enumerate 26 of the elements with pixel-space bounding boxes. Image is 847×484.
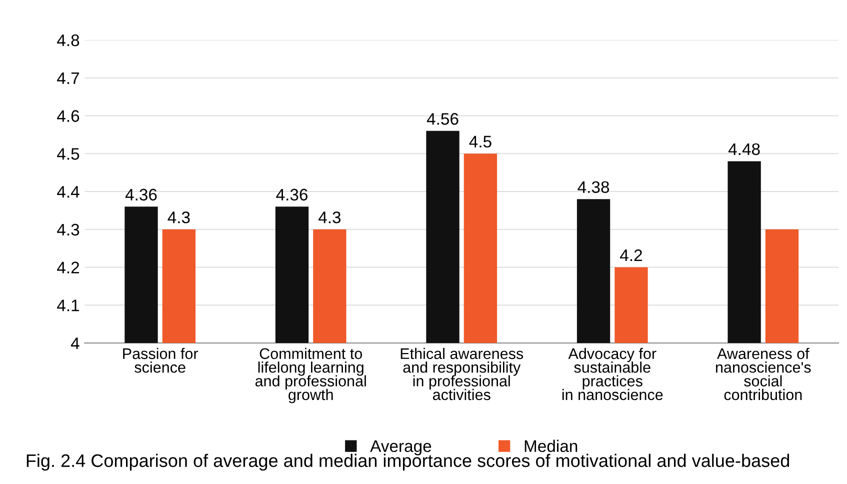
data-label: 4.38 [578, 181, 610, 194]
data-label: 4.5 [469, 136, 492, 148]
data-label: 4.2 [620, 249, 642, 262]
x-tick-label: Passion for science [123, 348, 198, 373]
legend-label: Average [370, 440, 432, 456]
y-tick-label: 4.6 [57, 110, 80, 122]
data-label: 4.36 [125, 188, 157, 201]
y-tick-label: 4 [70, 338, 80, 350]
y-tick-label: 4.4 [57, 186, 80, 198]
y-tick-label: 4.2 [57, 262, 80, 274]
y-tick-label: 4.7 [57, 72, 80, 84]
data-label: 4.3 [318, 212, 341, 224]
x-tick-label: Ethical awareness and responsibility in professional activities [400, 348, 524, 400]
data-label: 4.56 [426, 113, 458, 125]
legend-label: Median [524, 440, 578, 452]
data-label: 4.48 [728, 143, 760, 156]
x-tick-label: Commitment to lifelong learning and professional growth [255, 348, 366, 404]
x-tick-label: Awareness of nanoscience's social contribution [716, 348, 811, 400]
y-tick-label: 4.8 [57, 34, 80, 46]
data-label: 4.3 [168, 212, 190, 224]
caption: Fig. 2.4 Comparison of average and median importance scores of motivational and value-based [26, 454, 790, 471]
data-label: 4.36 [276, 188, 308, 201]
y-tick-label: 4.1 [57, 300, 80, 312]
y-tick-label: 4.3 [57, 224, 80, 236]
x-tick-label: Advocacy for sustainable practices in nanoscience [562, 348, 663, 400]
y-tick-label: 4.5 [57, 148, 80, 160]
